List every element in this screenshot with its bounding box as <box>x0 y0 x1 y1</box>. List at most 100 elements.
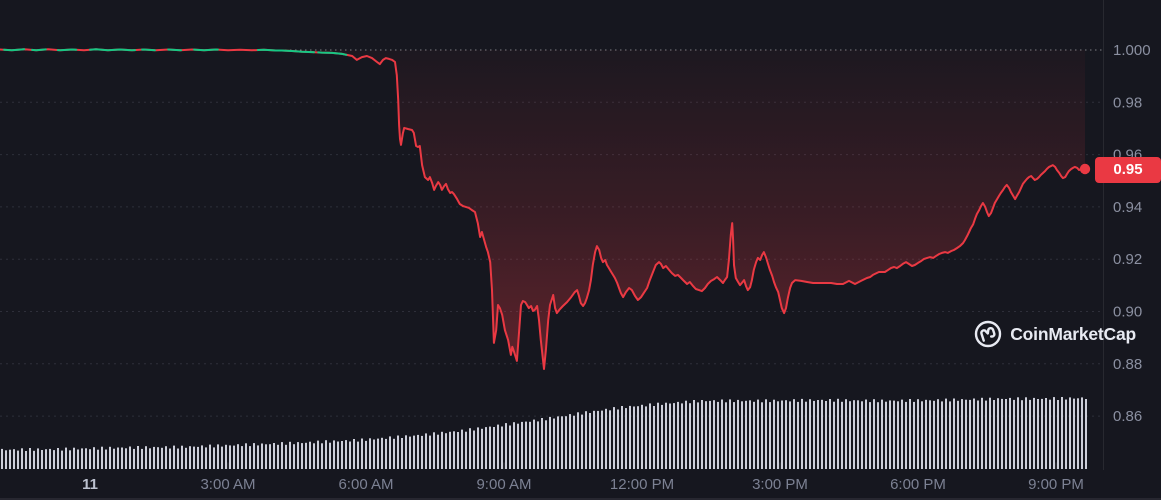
volume-bar <box>457 432 459 469</box>
volume-bar <box>873 399 875 469</box>
volume-bar <box>381 437 383 469</box>
volume-bar <box>573 415 575 469</box>
volume-bar <box>781 400 783 469</box>
volume-bar <box>989 397 991 469</box>
volume-bar <box>413 435 415 469</box>
volume-bar <box>553 418 555 469</box>
volume-bar <box>937 399 939 469</box>
volume-bar <box>293 444 295 469</box>
volume-bar <box>973 398 975 469</box>
volume-bar <box>805 401 807 469</box>
volume-bar <box>341 441 343 469</box>
last-price-dot <box>1079 163 1091 175</box>
volume-bar <box>305 442 307 469</box>
volume-bar <box>649 403 651 469</box>
volume-bar <box>85 448 87 469</box>
volume-bar <box>753 401 755 469</box>
volume-bar <box>377 438 379 469</box>
volume-bar <box>81 448 83 469</box>
volume-bar <box>749 400 751 469</box>
volume-bar <box>405 435 407 469</box>
volume-bar <box>469 428 471 469</box>
volume-bar <box>849 401 851 469</box>
volume-bar <box>889 400 891 469</box>
volume-bar <box>169 448 171 469</box>
volume-bar <box>97 449 99 469</box>
volume-bar <box>209 444 211 469</box>
volume-bar <box>313 443 315 469</box>
volume-bar <box>833 401 835 469</box>
volume-bar <box>53 450 55 469</box>
volume-bar <box>421 435 423 469</box>
volume-bar <box>493 427 495 469</box>
volume-bar <box>837 398 839 469</box>
volume-bar <box>665 402 667 469</box>
volume-bar <box>77 449 79 469</box>
volume-bar <box>933 400 935 469</box>
volume-bar <box>145 446 147 469</box>
volume-bar <box>1085 399 1087 469</box>
volume-bar <box>321 443 323 469</box>
volume-bar <box>149 448 151 469</box>
volume-bar <box>593 410 595 469</box>
volume-bar <box>829 399 831 469</box>
volume-bar <box>465 431 467 469</box>
volume-bar <box>565 416 567 469</box>
volume-bar <box>865 399 867 469</box>
volume-bar <box>869 402 871 469</box>
price-area-fill <box>0 49 1085 369</box>
volume-bar <box>985 400 987 469</box>
volume-bar <box>21 448 23 469</box>
volume-bar <box>801 398 803 469</box>
volume-bar <box>233 445 235 469</box>
volume-bar <box>1017 397 1019 469</box>
volume-bar <box>297 442 299 469</box>
x-axis-label: 3:00 AM <box>200 476 255 493</box>
volume-bar <box>45 449 47 469</box>
volume-bar <box>725 402 727 469</box>
volume-bar <box>693 400 695 469</box>
volume-bar <box>633 406 635 469</box>
volume-bar <box>461 429 463 469</box>
volume-bar <box>217 444 219 469</box>
volume-bar <box>497 424 499 469</box>
y-axis-label: 0.98 <box>1113 94 1142 111</box>
volume-bar <box>669 403 671 469</box>
volume-bar <box>773 399 775 469</box>
volume-bar <box>977 400 979 469</box>
y-axis-label: 0.86 <box>1113 408 1142 425</box>
volume-bar <box>1081 397 1083 469</box>
volume-bar <box>1049 399 1051 469</box>
price-line-green-segment <box>31 48 47 52</box>
volume-bar <box>429 435 431 469</box>
volume-bar <box>205 447 207 469</box>
volume-bar <box>17 450 19 469</box>
volume-bar <box>37 448 39 469</box>
volume-bar <box>741 401 743 469</box>
volume-bar <box>521 421 523 469</box>
volume-bar <box>285 444 287 469</box>
volume-bar <box>821 399 823 469</box>
volume-bar <box>965 399 967 469</box>
volume-bar <box>41 450 43 469</box>
volume-bar <box>357 441 359 469</box>
volume-bar <box>417 434 419 469</box>
volume-bar <box>213 447 215 469</box>
price-line-green-segment <box>89 48 137 52</box>
volume-bar <box>941 401 943 469</box>
coinmarketcap-wordmark: CoinMarketCap <box>1010 323 1136 344</box>
volume-bar <box>681 403 683 469</box>
x-axis-label: 6:00 PM <box>890 476 946 493</box>
volume-bar <box>165 446 167 469</box>
volume-bar <box>657 402 659 469</box>
volume-bar <box>273 443 275 469</box>
volume-bar <box>769 402 771 469</box>
volume-bar <box>913 401 915 469</box>
volume-bar <box>601 410 603 469</box>
bottom-divider <box>0 498 1161 500</box>
volume-bar <box>113 448 115 469</box>
volume-bar <box>1001 398 1003 469</box>
volume-bar <box>509 425 511 469</box>
volume-bar <box>477 427 479 469</box>
